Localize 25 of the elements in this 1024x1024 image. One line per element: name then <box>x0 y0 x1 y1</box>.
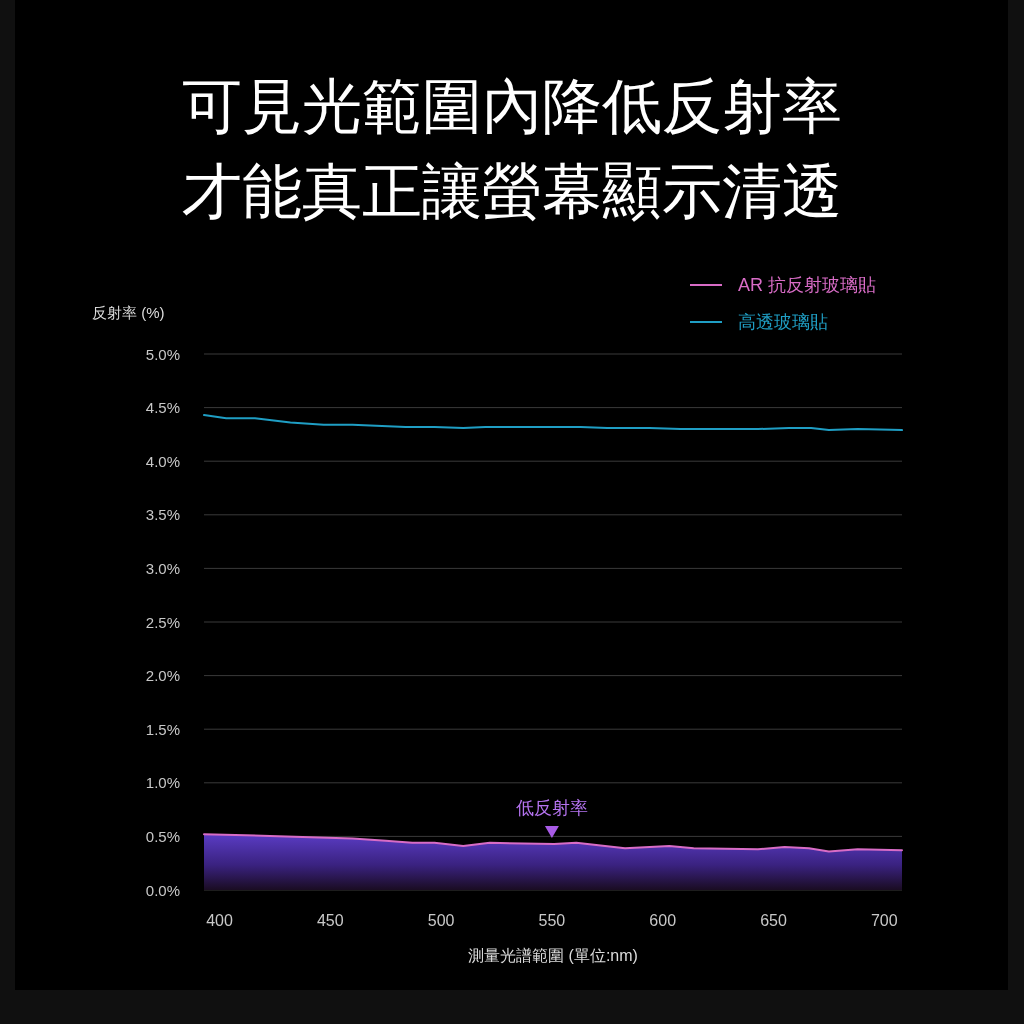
x-tick-label: 650 <box>760 911 787 929</box>
x-tick-label: 450 <box>316 911 344 929</box>
y-tick-label: 0.5% <box>145 827 180 845</box>
annotation: 低反射率 <box>515 797 588 818</box>
y-tick-label: 3.5% <box>145 506 180 524</box>
x-tick-label: 400 <box>206 911 233 929</box>
y-tick-label: 2.0% <box>145 667 180 685</box>
y-tick-label: 1.5% <box>145 720 180 738</box>
y-tick-label: 4.5% <box>145 399 180 417</box>
y-axis-title: 反射率 (%) <box>92 303 165 321</box>
y-tick-label: 3.0% <box>145 559 180 577</box>
x-tick-label: 600 <box>649 911 677 929</box>
x-tick-label: 700 <box>870 911 898 929</box>
y-tick-label: 2.5% <box>145 613 180 631</box>
y-tick-label: 1.0% <box>145 774 180 792</box>
x-tick-label: 500 <box>427 911 455 929</box>
y-tick-label: 5.0% <box>145 345 180 363</box>
legend-label: AR 抗反射玻璃貼 <box>738 275 877 295</box>
subtitle: 才能真正讓螢幕顯示清透 <box>182 157 842 225</box>
legend-label: 高透玻璃貼 <box>738 312 828 332</box>
y-tick-label: 4.0% <box>145 452 180 470</box>
x-axis-title: 測量光譜範圍 (單位:nm) <box>468 946 638 964</box>
title: 可見光範圍內降低反射率 <box>182 72 842 140</box>
y-tick-label: 0.0% <box>145 881 180 899</box>
x-tick-label: 550 <box>538 911 566 929</box>
